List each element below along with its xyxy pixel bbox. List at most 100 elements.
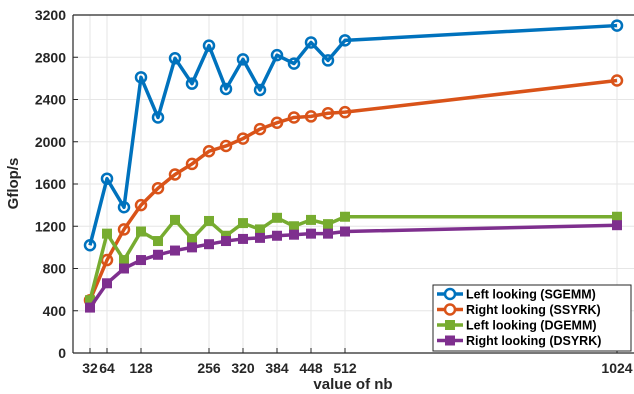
data-point <box>100 172 114 185</box>
data-point <box>236 132 250 145</box>
data-point <box>83 239 97 252</box>
x-tick-label: 448 <box>299 360 323 376</box>
data-point <box>153 236 163 247</box>
data-point <box>612 220 622 231</box>
data-point <box>238 218 248 229</box>
data-point <box>287 111 301 124</box>
series-1 <box>83 19 624 252</box>
legend-marker <box>445 335 455 346</box>
data-point <box>323 219 333 230</box>
data-point <box>338 34 352 47</box>
x-axis-label: value of nb <box>313 376 392 393</box>
data-point <box>136 255 146 266</box>
y-tick-label: 800 <box>43 261 67 277</box>
series-4 <box>85 220 622 313</box>
y-tick-label: 2800 <box>35 49 66 65</box>
data-point <box>170 214 180 225</box>
data-point <box>272 212 282 223</box>
series-3 <box>85 211 622 306</box>
series-2 <box>83 74 624 307</box>
data-point <box>306 228 316 239</box>
legend-item: Right looking (DSYRK) <box>437 334 601 348</box>
data-point <box>321 54 335 67</box>
data-point <box>168 168 182 181</box>
data-point <box>202 145 216 158</box>
data-point <box>136 226 146 237</box>
data-point <box>323 228 333 239</box>
x-tick-label: 1024 <box>601 360 632 376</box>
data-point <box>202 39 216 52</box>
data-point <box>238 233 248 244</box>
legend-marker <box>445 320 455 330</box>
data-point <box>204 215 214 226</box>
legend-label: Right looking (SSYRK) <box>466 303 601 317</box>
y-tick-label: 2000 <box>35 134 66 150</box>
legend-label: Left looking (DGEMM) <box>466 319 597 333</box>
data-point <box>102 278 112 289</box>
y-tick-label: 1600 <box>35 176 66 192</box>
x-tick-label: 128 <box>129 360 153 376</box>
data-point <box>255 232 265 243</box>
legend-label: Right looking (DSYRK) <box>466 334 601 348</box>
legend-label: Left looking (SGEMM) <box>466 288 596 302</box>
data-point <box>289 229 299 240</box>
legend-item: Right looking (SSYRK) <box>437 303 601 317</box>
x-tick-label: 256 <box>197 360 221 376</box>
y-tick-label: 400 <box>43 303 67 319</box>
data-point <box>134 198 148 212</box>
data-point <box>338 105 352 119</box>
data-point <box>221 236 231 247</box>
data-point <box>221 230 231 241</box>
data-point <box>153 249 163 260</box>
data-point <box>289 221 299 232</box>
data-point <box>187 242 197 253</box>
x-tick-label: 512 <box>333 360 357 376</box>
data-point <box>255 224 265 235</box>
legend-box <box>432 284 632 352</box>
data-point <box>119 255 129 266</box>
legend-item: Left looking (SGEMM) <box>437 288 596 302</box>
data-point <box>610 74 624 87</box>
data-point <box>304 36 318 49</box>
y-tick-label: 3200 <box>35 7 66 23</box>
y-axis-label: Gflop/s <box>5 158 22 210</box>
data-point <box>340 226 350 237</box>
tick-labels: 0 400 800 1200 1600 2000 2400 2800 3200 32 64 128 25… <box>35 7 633 376</box>
data-point <box>253 83 267 97</box>
legend-item: Left looking (DGEMM) <box>437 319 597 333</box>
data-point <box>219 82 233 96</box>
data-point <box>151 181 165 195</box>
data-point <box>170 245 180 256</box>
x-tick-label: 320 <box>231 360 255 376</box>
axes <box>72 14 634 354</box>
data-point <box>85 295 95 306</box>
series-line <box>88 23 618 246</box>
data-point <box>612 211 622 222</box>
data-point <box>119 263 129 274</box>
data-point <box>287 57 301 70</box>
x-tick-label: 32 <box>82 360 98 376</box>
data-point <box>270 116 284 129</box>
data-point <box>304 110 318 123</box>
data-point <box>102 228 112 239</box>
legend-marker <box>443 303 457 316</box>
data-point <box>187 233 197 244</box>
data-point <box>270 48 284 62</box>
data-point <box>219 139 233 153</box>
data-point <box>185 157 199 171</box>
series-group <box>83 19 624 313</box>
data-point <box>117 200 131 214</box>
data-point <box>134 71 148 84</box>
legend-marker <box>443 287 457 301</box>
legend: Left looking (SGEMM)Right looking (SSYRK… <box>432 284 632 352</box>
data-point <box>168 52 182 65</box>
data-point <box>204 239 214 250</box>
y-tick-label: 0 <box>58 345 66 361</box>
x-tick-label: 64 <box>99 360 115 376</box>
data-point <box>306 214 316 225</box>
data-point <box>272 230 282 241</box>
data-point <box>185 77 199 90</box>
x-tick-label: 384 <box>265 360 289 376</box>
data-point <box>253 122 267 136</box>
